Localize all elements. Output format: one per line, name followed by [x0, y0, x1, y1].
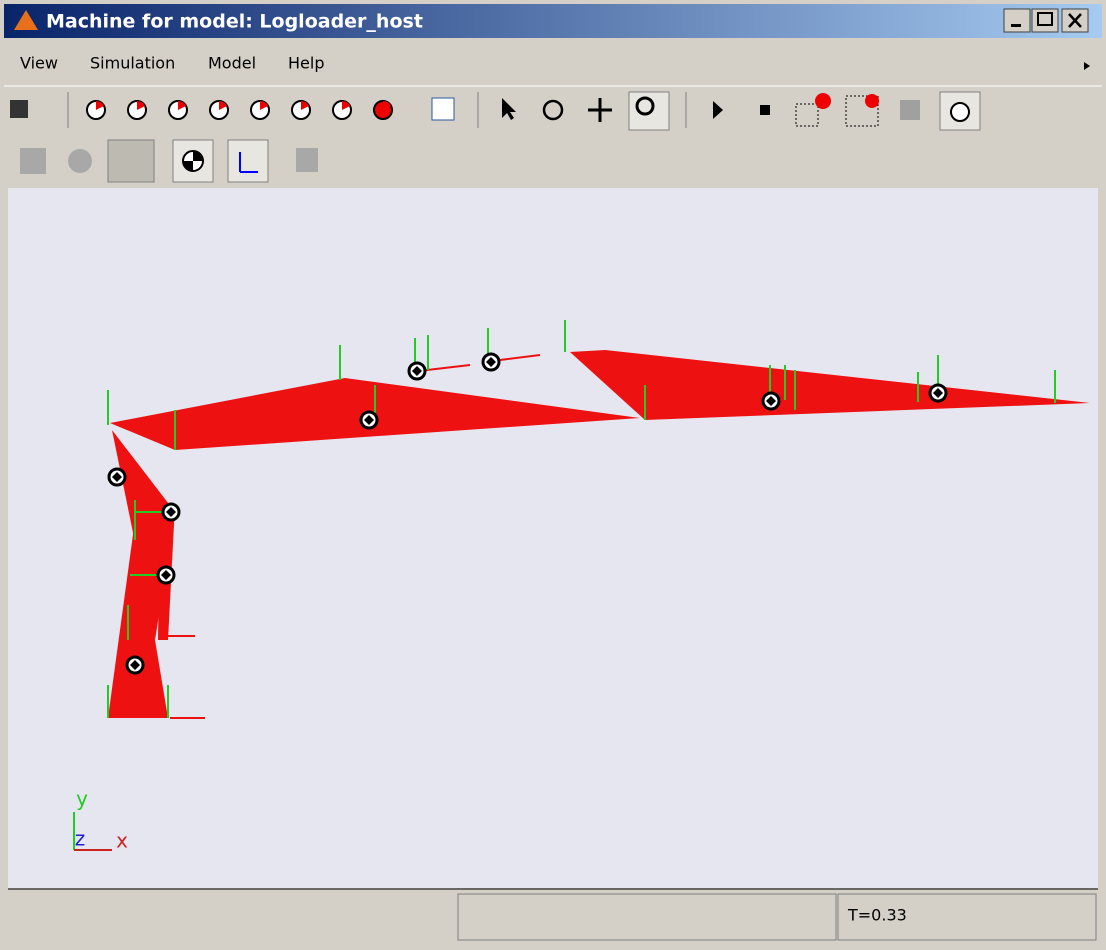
cube-face	[342, 101, 350, 110]
camera-button[interactable]	[900, 100, 920, 120]
x-label: x	[116, 829, 128, 853]
view-button[interactable]	[332, 100, 352, 120]
timer-glyph	[950, 102, 970, 122]
menu-item[interactable]: Model	[208, 54, 256, 73]
joint-marker-fill	[933, 388, 943, 398]
tool-button[interactable]	[107, 139, 155, 183]
zoom-glyph	[635, 96, 655, 116]
minimize-button[interactable]	[1003, 8, 1031, 33]
body	[570, 350, 1090, 420]
close-glyph	[1068, 13, 1082, 28]
view-button[interactable]	[86, 100, 106, 120]
record-glyph	[815, 93, 831, 109]
fit-button[interactable]	[431, 97, 455, 121]
joint-marker-fill	[364, 415, 374, 425]
title-bar	[4, 4, 1102, 38]
window-buttons[interactable]	[1003, 8, 1089, 33]
view-button[interactable]	[168, 100, 188, 120]
stop-button[interactable]	[760, 105, 770, 115]
view-button[interactable]	[291, 100, 311, 120]
joint-marker-fill	[486, 357, 496, 367]
cube-face	[178, 101, 186, 110]
machine-model	[107, 320, 1090, 719]
joint-marker-fill	[161, 570, 171, 580]
tool-button[interactable]	[68, 149, 92, 173]
toolbar-main	[10, 91, 981, 131]
rotate-button[interactable]	[542, 99, 564, 121]
view-button[interactable]	[373, 100, 393, 120]
cube-face	[301, 101, 309, 110]
minimize-glyph	[1011, 24, 1021, 27]
view-button[interactable]	[250, 100, 270, 120]
status-panel	[457, 893, 837, 941]
joint-marker-fill	[766, 396, 776, 406]
play-button[interactable]	[713, 101, 723, 119]
joint-marker-fill	[166, 507, 176, 517]
toolbar-secondary	[20, 139, 318, 183]
pan-button[interactable]	[588, 98, 612, 122]
status-panel	[837, 893, 1097, 941]
app-icon	[14, 10, 38, 30]
menu-item[interactable]: Simulation	[90, 54, 175, 73]
record-button[interactable]	[795, 103, 819, 127]
save-button[interactable]	[10, 100, 28, 118]
z-label: z	[75, 827, 86, 851]
com-glyph	[183, 151, 203, 171]
frame-glyph	[239, 152, 258, 173]
joint-marker-fill	[130, 660, 140, 670]
window-title: Machine for model: Logloader_host	[46, 11, 423, 33]
tool-button[interactable]	[296, 148, 318, 172]
menu-arrow[interactable]	[1084, 62, 1090, 70]
joint-marker-fill	[412, 366, 422, 376]
cube-face	[137, 101, 145, 110]
record-button-2[interactable]	[845, 95, 879, 127]
maximize-glyph	[1037, 12, 1053, 26]
cube-face	[219, 101, 227, 110]
menu-bar: View Simulation Model Help	[20, 54, 324, 73]
view-button[interactable]	[209, 100, 229, 120]
tool-button[interactable]	[20, 148, 46, 174]
joint-marker-fill	[112, 472, 122, 482]
record-glyph-2	[865, 94, 879, 108]
viewport	[8, 188, 1098, 888]
menu-item[interactable]: Help	[288, 54, 324, 73]
menu-item[interactable]: View	[20, 54, 58, 73]
cube-face	[383, 101, 391, 110]
body	[108, 520, 168, 718]
frame-button[interactable]	[227, 139, 269, 183]
frame-axis	[107, 320, 1056, 718]
axis-triad: y z x	[73, 787, 128, 853]
status-time: T=0.33	[847, 906, 907, 925]
select-button[interactable]	[502, 98, 516, 120]
y-label: y	[76, 787, 88, 811]
cube-face	[96, 101, 104, 110]
view-button[interactable]	[127, 100, 147, 120]
cube-face	[260, 101, 268, 110]
body-edge	[130, 354, 541, 719]
